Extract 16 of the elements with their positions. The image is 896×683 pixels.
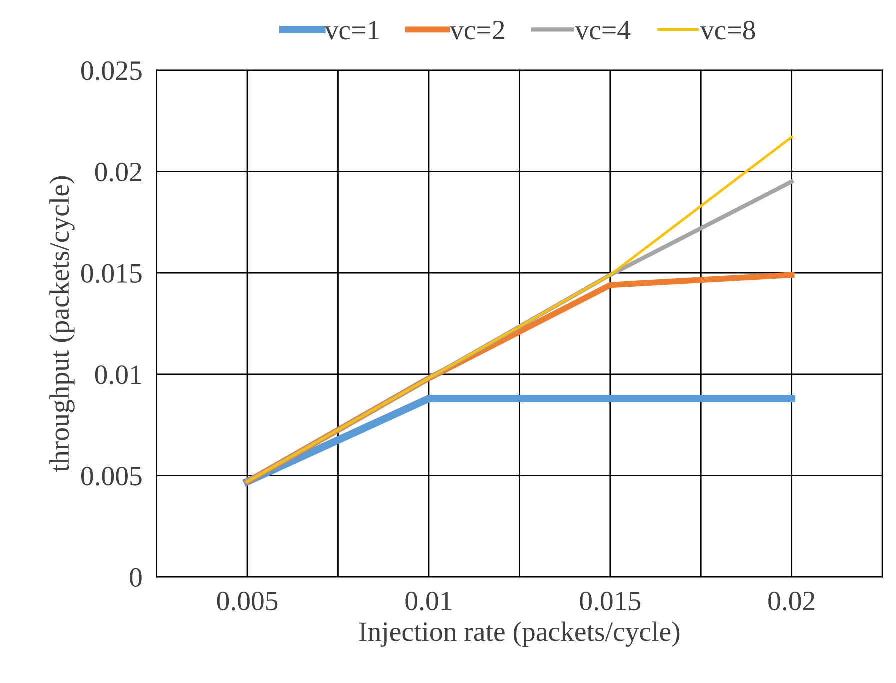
legend-label: vc=2 — [450, 21, 504, 40]
legend-label: vc=4 — [575, 21, 631, 40]
legend-label: vc=1 — [324, 21, 379, 40]
y-axis-title: throughput (packets/cycle) — [50, 176, 75, 472]
y-tick-label: 0.005 — [81, 466, 142, 486]
x-tick-label: 0.015 — [580, 592, 641, 611]
x-tick-label: 0.005 — [217, 592, 278, 611]
y-tick-label: 0.01 — [95, 366, 142, 384]
y-tick-label: 0.025 — [81, 62, 142, 80]
legend-label: vc=8 — [700, 20, 756, 40]
x-axis-title: Injection rate (packets/cycle) — [360, 622, 680, 648]
x-tick-label: 0.02 — [768, 592, 815, 611]
y-tick-label: 0.015 — [81, 264, 142, 284]
x-tick-label: 0.01 — [406, 592, 452, 611]
y-tick-label: 0.02 — [95, 162, 142, 182]
y-tick-label: 0 — [130, 568, 142, 588]
